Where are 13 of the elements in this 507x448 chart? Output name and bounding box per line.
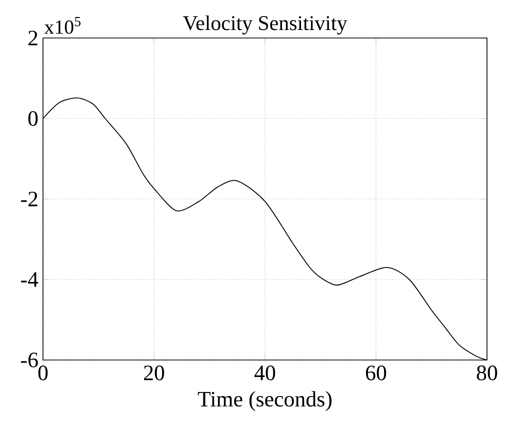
x-tick-label: 0 — [38, 366, 48, 380]
y-tick-label: -4 — [21, 272, 38, 287]
chart-title: Velocity Sensitivity — [183, 15, 348, 34]
y-tick-label: 2 — [28, 30, 38, 46]
text: x10$^{5}$ — [44, 16, 81, 34]
y-tick-label: -2 — [21, 192, 38, 206]
x-tick-label: 40 — [254, 366, 276, 380]
x-tick-label: 80 — [476, 366, 498, 380]
x-tick-label: 20 — [144, 366, 164, 380]
y-tick-label: 0 — [28, 111, 38, 126]
x-tick-label: 60 — [366, 366, 386, 380]
y-tick-label: -6 — [21, 352, 38, 368]
x-axis-title: Time (seconds) — [198, 391, 332, 412]
